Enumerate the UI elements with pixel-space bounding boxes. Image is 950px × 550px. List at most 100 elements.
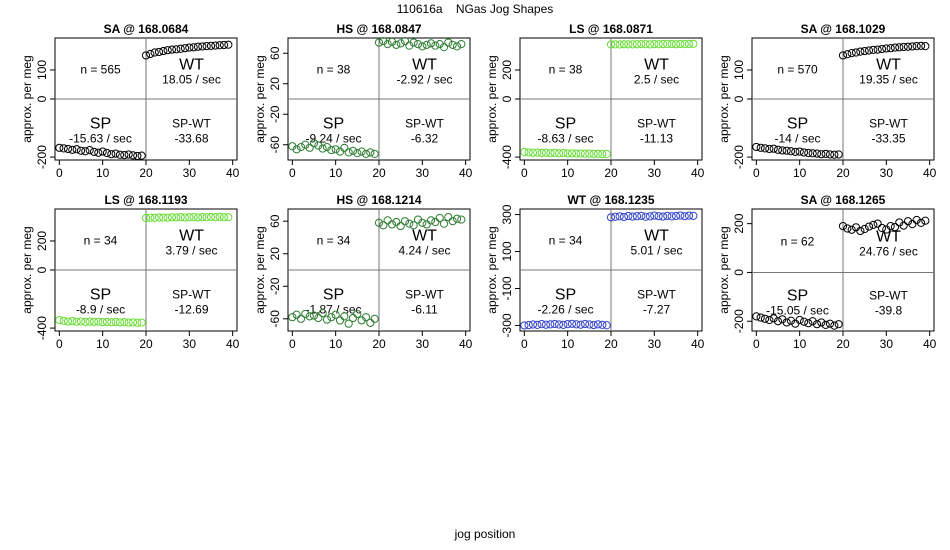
sp-data-point: [314, 141, 323, 150]
x-tick-label: 10: [96, 337, 110, 351]
wt-data-point: [873, 219, 882, 228]
y-tick-label: 100: [35, 60, 49, 80]
sp-rate: -8.63 / sec: [537, 132, 593, 146]
sp-data-point: [834, 150, 843, 159]
sp-data-point: [370, 149, 379, 158]
sp-data-point: [786, 316, 796, 325]
sp-data-point: [533, 320, 542, 329]
y-tick-label: -60: [268, 310, 282, 328]
wt-data-point: [206, 41, 216, 50]
sp-data-point: [124, 150, 133, 159]
wt-data-point: [224, 40, 233, 49]
sp-data-point: [799, 317, 809, 326]
wt-data-point: [379, 221, 388, 230]
sp-data-point: [344, 148, 353, 157]
sp-label: SP: [555, 116, 576, 133]
wt-data-point: [154, 213, 164, 222]
y-tick-label: -20: [268, 277, 282, 295]
wt-data-point: [189, 43, 198, 52]
wt-data-point: [163, 46, 172, 55]
sp-data-point: [580, 149, 590, 158]
wt-data-point: [219, 40, 229, 50]
x-tick-label: 40: [459, 337, 473, 351]
wt-data-point: [439, 43, 449, 52]
sp-data-point: [292, 310, 301, 319]
sp-data-point: [778, 146, 787, 155]
wt-data-point: [676, 211, 685, 220]
wt-data-point: [899, 221, 908, 230]
x-tick-label: 0: [56, 337, 63, 351]
wt-data-point: [684, 211, 694, 220]
sp-data-point: [318, 309, 327, 318]
wt-rate: -2.92 / sec: [396, 73, 452, 87]
wt-data-point: [202, 213, 211, 222]
sp-data-point: [541, 320, 551, 329]
sp-wt-label: SP-WT: [172, 117, 211, 131]
panel-title: SA @ 168.1029: [801, 22, 886, 36]
sp-data-point: [322, 315, 332, 324]
sp-data-point: [817, 318, 826, 327]
y-axis-label: approx. per meg: [20, 226, 34, 313]
y-tick-label: -200: [35, 145, 49, 169]
sp-label: SP: [323, 116, 344, 133]
wt-data-point: [864, 46, 874, 55]
wt-rate: 4.24 / sec: [398, 244, 450, 258]
panel-title: HS @ 168.0847: [336, 22, 421, 36]
wt-rate: 2.5 / sec: [634, 73, 679, 87]
wt-data-point: [637, 211, 646, 220]
wt-data-point: [444, 38, 453, 47]
wt-data-point: [418, 218, 427, 227]
wt-data-point: [899, 42, 908, 52]
sample-count: n = 34: [317, 234, 351, 248]
y-tick-label: -400: [35, 316, 49, 340]
sp-data-point: [537, 320, 546, 329]
wt-data-point: [379, 36, 388, 46]
y-tick-label: 60: [268, 214, 282, 228]
sp-data-point: [340, 143, 349, 152]
x-tick-label: 40: [459, 166, 473, 180]
wt-data-point: [167, 213, 177, 222]
wt-data-point: [611, 40, 620, 49]
x-tick-label: 30: [183, 337, 197, 351]
wt-label: WT: [179, 57, 204, 74]
sp-data-point: [554, 149, 564, 158]
wt-data-point: [396, 221, 405, 231]
wt-data-point: [645, 40, 655, 49]
wt-data-point: [847, 225, 856, 234]
x-tick-label: 40: [923, 166, 937, 180]
sp-data-point: [795, 315, 804, 325]
wt-data-point: [193, 213, 203, 222]
wt-data-point: [154, 47, 164, 57]
wt-data-point: [873, 45, 882, 54]
wt-data-point: [374, 218, 384, 227]
sp-data-point: [357, 147, 366, 156]
sp-data-point: [760, 144, 770, 153]
sp-data-point: [830, 150, 839, 159]
sp-data-point: [353, 309, 362, 319]
wt-rate: 5.01 / sec: [630, 244, 682, 258]
wt-data-point: [224, 213, 233, 222]
wt-data-point: [185, 43, 194, 52]
wt-data-point: [219, 213, 229, 222]
sp-data-point: [335, 147, 345, 156]
wt-data-point: [667, 212, 676, 221]
wt-data-point: [624, 211, 633, 221]
sp-data-point: [817, 150, 826, 159]
y-axis-label: approx. per meg: [253, 226, 267, 313]
wt-data-point: [641, 212, 650, 221]
panel-title: HS @ 168.1214: [336, 193, 421, 207]
wt-data-point: [448, 40, 457, 49]
wt-data-point: [916, 41, 926, 50]
sp-data-point: [563, 149, 572, 158]
x-tick-label: 20: [139, 166, 153, 180]
sp-data-point: [528, 320, 538, 329]
wt-data-point: [671, 211, 681, 221]
x-tick-label: 10: [561, 166, 575, 180]
y-tick-label: 0: [35, 95, 49, 102]
sp-data-point: [524, 320, 533, 330]
wt-data-point: [877, 223, 887, 233]
y-tick-label: 60: [268, 46, 282, 60]
x-tick-label: 10: [793, 337, 807, 351]
sp-data-point: [344, 319, 353, 328]
wt-data-point: [890, 222, 900, 232]
